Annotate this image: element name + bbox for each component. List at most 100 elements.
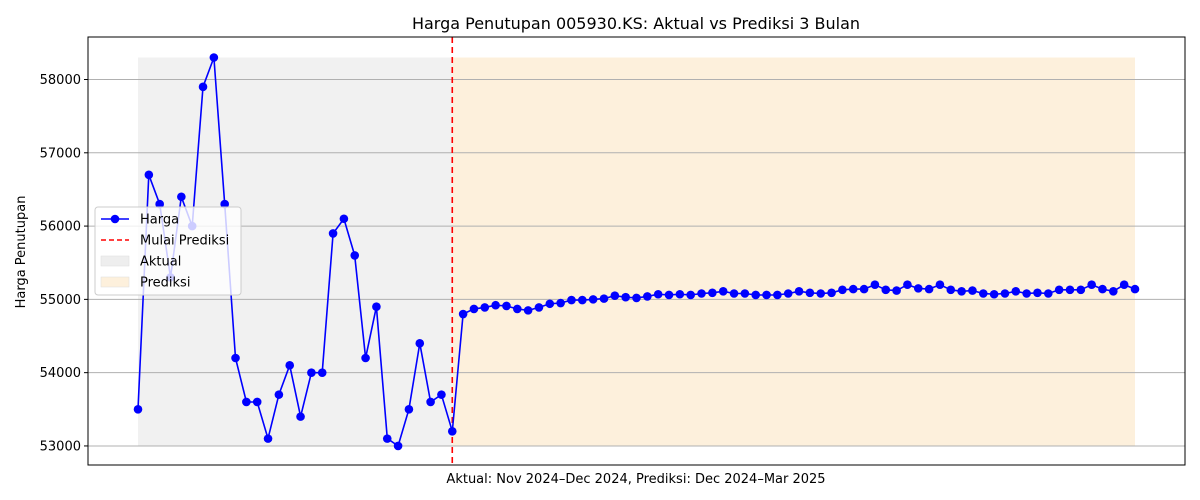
y-tick-label: 56000 (40, 220, 81, 235)
legend-patch-swatch (100, 276, 130, 288)
data-point (1109, 287, 1118, 296)
data-point (697, 289, 706, 298)
legend-marker-swatch (110, 214, 120, 224)
data-point (502, 301, 511, 311)
data-point (827, 288, 836, 298)
data-point (838, 285, 847, 295)
data-point (859, 284, 869, 294)
data-point (599, 294, 609, 303)
chart-title: Harga Penutupan 005930.KS: Aktual vs Pre… (412, 14, 860, 33)
legend: Harga Mulai Prediksi Aktual Prediksi (94, 206, 242, 296)
data-point (155, 199, 164, 209)
legend-patch-swatch (100, 255, 130, 267)
x-axis-label: Aktual: Nov 2024–Dec 2024, Prediksi: Dec… (446, 472, 825, 487)
data-point (382, 434, 392, 443)
data-point (296, 412, 305, 421)
data-point (653, 289, 663, 299)
data-point (339, 214, 349, 224)
data-point (1098, 284, 1107, 294)
legend-item-aktual: Aktual (140, 255, 181, 270)
region-prediksi (452, 57, 1135, 446)
y-tick-label: 58000 (40, 73, 81, 88)
data-point (437, 390, 446, 399)
data-point (892, 286, 901, 295)
data-point (1000, 289, 1010, 298)
data-point (393, 441, 403, 451)
data-point (870, 280, 880, 290)
data-point (675, 289, 685, 299)
data-point (989, 289, 999, 299)
data-point (1022, 289, 1031, 298)
data-point (664, 290, 674, 300)
y-axis-ticks: 53000 54000 55000 56000 57000 58000 (40, 73, 88, 454)
data-point (848, 284, 858, 294)
data-point (935, 280, 945, 290)
data-point (523, 306, 533, 315)
data-point (317, 368, 327, 377)
data-point (1076, 285, 1086, 295)
data-point (816, 289, 826, 298)
data-point (274, 390, 284, 399)
data-point (447, 426, 457, 436)
data-point (794, 287, 804, 296)
data-point (426, 397, 435, 407)
data-point (556, 298, 565, 308)
data-point (231, 353, 240, 363)
data-point (404, 405, 414, 414)
data-point (307, 368, 316, 377)
data-point (1130, 284, 1140, 294)
data-point (946, 285, 956, 295)
data-point (415, 339, 425, 348)
data-point (220, 199, 229, 209)
data-point (578, 295, 587, 305)
data-point (632, 293, 641, 303)
y-axis-label: Harga Penutupan (14, 196, 29, 309)
y-tick-label: 57000 (40, 146, 81, 161)
data-point (686, 290, 695, 300)
legend-box (94, 206, 242, 296)
data-point (372, 302, 381, 311)
data-point (1044, 289, 1053, 298)
data-point (252, 397, 262, 407)
data-point (978, 289, 988, 298)
data-point (783, 289, 793, 298)
plot-frame (87, 36, 1186, 466)
data-point (328, 229, 338, 238)
data-point (1054, 285, 1064, 295)
data-point (751, 290, 761, 300)
y-tick-label: 55000 (40, 293, 81, 308)
data-point (198, 82, 208, 92)
data-point (740, 289, 750, 298)
shaded-regions (138, 57, 1135, 446)
data-point (458, 309, 468, 319)
data-point (567, 295, 576, 305)
legend-item-mulai-prediksi: Mulai Prediksi (140, 234, 229, 249)
data-point (1011, 287, 1021, 296)
data-point (1119, 280, 1129, 290)
data-point (588, 295, 598, 304)
data-point (729, 289, 739, 298)
data-point (285, 361, 295, 370)
data-point (968, 286, 977, 295)
data-point (718, 287, 728, 296)
data-point (610, 291, 620, 301)
data-point (361, 353, 370, 363)
y-tick-label: 54000 (40, 366, 81, 381)
data-point (903, 280, 912, 290)
data-point (957, 287, 966, 296)
legend-item-prediksi: Prediksi (140, 276, 190, 291)
data-point (242, 397, 251, 407)
y-tick-label: 53000 (40, 439, 81, 454)
data-point (1065, 285, 1075, 295)
data-point (621, 292, 630, 302)
data-point (263, 434, 273, 443)
data-point (545, 299, 555, 309)
data-point (773, 290, 782, 300)
data-point (512, 304, 522, 314)
data-point (133, 405, 143, 414)
data-point (144, 170, 154, 180)
data-point (708, 288, 717, 298)
data-point (480, 303, 490, 312)
data-point (491, 300, 500, 310)
